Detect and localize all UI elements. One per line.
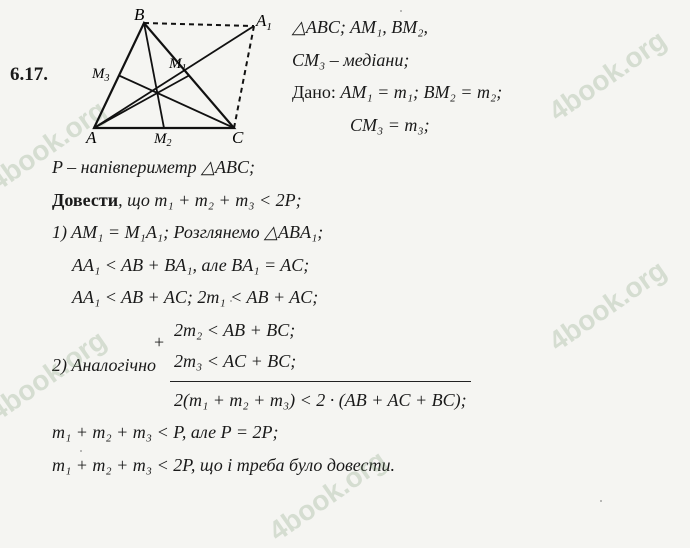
triangle-diagram: A B C A1 M1 M2 M3 (74, 8, 274, 146)
line-step1a: 1) AM₁ = M₁A₁; Розглянемо △ABA₁; (52, 217, 676, 249)
frac-mid: 2m₃ < AC + BC; (170, 346, 471, 378)
svg-text:M1: M1 (168, 56, 187, 74)
step2-lead: 2) Аналогічно (52, 350, 156, 382)
line-result-b: m₁ + m₂ + m₃ < 2P, що і треба було довес… (52, 450, 676, 482)
svg-text:M3: M3 (91, 66, 110, 84)
prove-label: Довести (52, 190, 118, 210)
svg-text:A: A (85, 128, 97, 146)
stacked-inequalities: + 2m₂ < AB + BC; 2m₃ < AC + BC; 2(m₁ + m… (170, 315, 471, 417)
svg-text:M2: M2 (153, 131, 172, 146)
prove-rest: , що m₁ + m₂ + m₃ < 2P; (118, 190, 302, 210)
svg-text:A1: A1 (255, 11, 272, 33)
given-row-3-rest: AM₁ = m₁; BM₂ = m₂; (336, 82, 502, 102)
given-block: △ABC; AM₁, BM₂, CM₃ – медіани; Дано: AM₁… (292, 8, 676, 142)
proof-body: P – напівпериметр △ABC; Довести, що m₁ +… (10, 152, 676, 481)
given-row-4: CM₃ = m₃; (292, 110, 676, 141)
line-prove: Довести, що m₁ + m₂ + m₃ < 2P; (52, 185, 676, 217)
line-semi-perimeter: P – напівпериметр △ABC; (52, 152, 676, 184)
line-step1b: AA₁ < AB + BA₁, але BA₁ = AC; (52, 250, 676, 282)
frac-top: 2m₂ < AB + BC; (170, 315, 471, 347)
given-row-1: △ABC; AM₁, BM₂, (292, 12, 676, 43)
problem-number: 6.17. (10, 8, 56, 86)
given-row-3: Дано: AM₁ = m₁; BM₂ = m₂; (292, 77, 676, 108)
svg-text:C: C (232, 128, 244, 146)
line-step1c: AA₁ < AB + AC; 2m₁ < AB + AC; (52, 282, 676, 314)
plus-icon: + (154, 327, 164, 359)
frac-bot: 2(m₁ + m₂ + m₃) < 2 · (AB + AC + BC); (170, 385, 471, 417)
given-label: Дано: (292, 82, 336, 102)
svg-text:B: B (134, 8, 145, 24)
given-row-2: CM₃ – медіани; (292, 45, 676, 76)
line-result-a: m₁ + m₂ + m₃ < P, але P = 2P; (52, 417, 676, 449)
line-step2: 2) Аналогічно + 2m₂ < AB + BC; 2m₃ < AC … (52, 315, 676, 417)
header-row: 6.17. A B C A1 M1 M2 M3 △ABC; AM₁, BM₂, (10, 8, 676, 146)
fraction-rule (170, 381, 471, 382)
